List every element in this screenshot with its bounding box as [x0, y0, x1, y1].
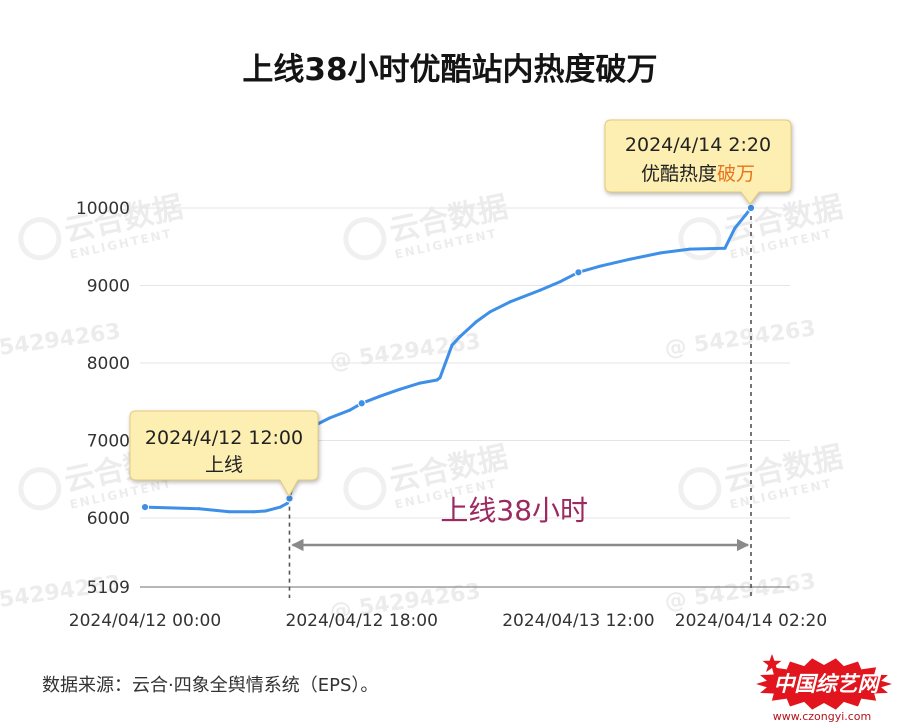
data-point-marker [140, 503, 150, 512]
chart-title: 上线38小时优酷站内热度破万 [242, 52, 657, 88]
logo-burst-shape [756, 658, 892, 710]
data-point [398, 387, 402, 391]
callout-ten-thousand-box [604, 119, 792, 205]
watermark-emblem-icon [678, 217, 722, 261]
data-point [197, 507, 201, 511]
data-point-marker [357, 399, 366, 408]
data-point [629, 257, 633, 261]
series-layer [140, 203, 756, 514]
data-point [263, 509, 267, 513]
watermark-emblem-icon [343, 467, 387, 511]
x-axis-tick-labels: 2024/04/12 00:00 2024/04/12 18:00 2024/04/… [69, 611, 827, 631]
gridlines [140, 207, 790, 588]
data-point [733, 226, 737, 230]
data-point [558, 280, 562, 284]
data-point [659, 251, 663, 255]
callout-ten-thousand-date: 2024/4/14 2:20 [625, 134, 771, 156]
x-tick-label: 2024/04/14 02:20 [675, 611, 827, 631]
data-point [508, 300, 512, 304]
data-point [474, 320, 478, 324]
callout-launch-date: 2024/4/12 12:00 [145, 427, 303, 449]
data-point [688, 247, 692, 251]
logo-url: www.czongyi.com [773, 710, 872, 723]
data-point [328, 416, 332, 420]
series-line [143, 206, 753, 514]
data-point [227, 510, 231, 514]
callout-ten-thousand-label: 优酷热度 [641, 163, 717, 185]
data-point [378, 394, 382, 398]
data-point [723, 246, 727, 250]
callout-ten-thousand: 2024/4/14 2:20 优酷热度破万 [604, 119, 792, 205]
logo-name: 中国综艺网 [774, 672, 882, 696]
data-point [348, 408, 352, 412]
annotation-guides [288, 208, 752, 598]
y-tick-label: 7000 [87, 431, 130, 451]
duration-span: 上线38小时 [291, 494, 750, 552]
y-tick-label: 6000 [87, 509, 130, 529]
data-point [488, 310, 492, 314]
y-tick-label: 5109 [87, 578, 130, 598]
data-point-marker [746, 203, 756, 213]
watermark-account: @ 54294263 [663, 316, 817, 362]
data-point [743, 214, 747, 218]
callout-launch-label: 上线 [205, 454, 243, 476]
callout-launch-box [129, 410, 319, 498]
data-point [599, 264, 603, 268]
x-tick-label: 2024/04/13 12:00 [502, 611, 654, 631]
data-point-marker [574, 268, 583, 277]
data-point [438, 376, 442, 380]
watermark-emblem-icon [18, 467, 62, 511]
data-point [278, 505, 282, 509]
star-icon [762, 654, 782, 673]
watermark-emblem-icon [343, 217, 387, 261]
data-point [418, 381, 422, 385]
watermark-emblem-icon [18, 217, 62, 261]
y-tick-label: 8000 [87, 354, 130, 374]
y-tick-label: 10000 [76, 199, 130, 219]
data-point [538, 288, 542, 292]
y-tick-label: 9000 [87, 276, 130, 296]
y-axis-tick-labels: 10000 9000 8000 7000 6000 5109 [76, 199, 130, 598]
data-point [435, 378, 439, 382]
site-logo: 中国综艺网 www.czongyi.com [756, 654, 892, 723]
callout-highlight-text: 破万 [717, 163, 755, 185]
callout-launch: 2024/4/12 12:00 上线 [129, 410, 319, 498]
data-point [450, 343, 454, 347]
data-point [458, 335, 462, 339]
source-note: 数据来源：云合·四象全舆情系统（EPS）。 [42, 675, 378, 696]
x-tick-label: 2024/04/12 00:00 [69, 611, 221, 631]
callout-ten-thousand-line: 优酷热度破万 [641, 163, 755, 185]
duration-label: 上线38小时 [440, 494, 588, 527]
watermark-emblem-icon [678, 467, 722, 511]
watermark-account: @ 54294263 [663, 569, 817, 615]
data-point [251, 510, 255, 514]
x-tick-label: 2024/04/12 18:00 [286, 611, 438, 631]
